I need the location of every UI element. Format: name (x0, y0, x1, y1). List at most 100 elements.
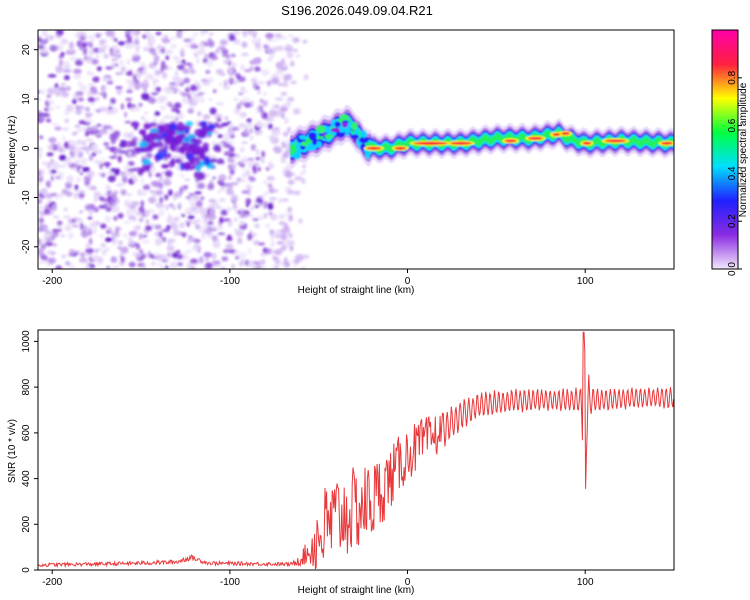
noise-blob (288, 215, 293, 222)
noise-blob (275, 69, 284, 75)
noise-blob (179, 49, 185, 55)
noise-blob (123, 111, 128, 118)
noise-blob (132, 175, 138, 182)
noise-blob (51, 122, 59, 126)
noise-blob (96, 34, 100, 38)
noise-blob (39, 115, 45, 122)
noise-blob (88, 222, 98, 228)
noise-blob (282, 131, 289, 137)
noise-blob (275, 189, 279, 193)
noise-blob (90, 143, 98, 150)
noise-blob (79, 210, 84, 214)
noise-blob (120, 188, 127, 196)
noise-blob (293, 264, 298, 268)
x-tick-label: 100 (577, 276, 594, 287)
noise-blob (188, 235, 193, 239)
noise-blob (122, 233, 128, 238)
noise-blob (175, 216, 180, 221)
noise-blob (257, 242, 266, 246)
noise-blob (255, 156, 261, 161)
noise-blob (58, 54, 64, 59)
noise-blob (184, 62, 192, 66)
noise-blob (239, 112, 247, 118)
noise-blob (139, 190, 147, 196)
noise-blob (45, 112, 50, 118)
noise-blob (113, 150, 117, 157)
noise-blob (55, 105, 61, 110)
noise-blob (151, 261, 156, 267)
x-tick-label: 100 (577, 577, 594, 588)
noise-blob (125, 78, 132, 84)
noise-blob (221, 256, 229, 262)
noise-blob (144, 30, 151, 35)
noise-blob (71, 218, 76, 223)
noise-blob (155, 172, 162, 178)
noise-blob (125, 71, 133, 76)
noise-blob (124, 30, 131, 35)
noise-blob (86, 70, 92, 76)
noise-blob (208, 32, 215, 36)
noise-blob (233, 97, 238, 102)
noise-blob (287, 206, 293, 213)
noise-blob (199, 196, 205, 201)
noise-blob (214, 260, 220, 265)
noise-blob (110, 97, 116, 105)
noise-blob (122, 176, 128, 184)
noise-blob (56, 30, 64, 36)
x-tick-label: -100 (220, 276, 240, 287)
noise-blob (251, 165, 257, 171)
noise-blob (217, 134, 223, 139)
noise-blob (245, 198, 252, 205)
noise-blob (257, 90, 261, 95)
noise-blob (45, 241, 54, 247)
noise-blob (207, 220, 214, 226)
noise-blob (93, 206, 99, 213)
noise-blob (239, 220, 245, 226)
noise-blob (85, 247, 94, 254)
noise-blob (105, 146, 111, 150)
colorbar-tick-label: 0.4 (727, 166, 738, 180)
noise-blob (63, 141, 70, 149)
noise-blob (160, 47, 165, 54)
noise-blob (266, 80, 272, 87)
noise-blob (93, 191, 102, 197)
noise-blob (150, 128, 161, 134)
noise-blob (158, 231, 163, 238)
noise-blob (54, 89, 63, 97)
noise-blob (38, 181, 42, 187)
noise-blob (154, 111, 161, 116)
noise-blob (301, 164, 307, 169)
noise-blob (268, 134, 276, 141)
noise-blob (169, 82, 176, 86)
noise-blob (191, 194, 200, 201)
noise-blob (224, 182, 231, 187)
noise-blob (103, 142, 110, 146)
signal-peak (450, 141, 472, 145)
noise-blob (92, 76, 100, 83)
noise-blob (182, 185, 189, 190)
noise-blob (248, 176, 254, 180)
noise-blob (206, 59, 214, 67)
noise-blob (145, 225, 153, 232)
noise-blob (128, 104, 136, 108)
signal-peak (552, 133, 561, 136)
noise-blob (150, 165, 156, 173)
noise-blob (126, 89, 133, 94)
noise-blob (133, 253, 143, 258)
noise-blob (55, 65, 63, 74)
noise-blob (177, 202, 182, 210)
signal-blob (345, 129, 350, 137)
noise-blob (80, 230, 89, 238)
noise-blob (38, 217, 45, 224)
noise-blob (106, 265, 110, 269)
noise-blob (161, 259, 169, 263)
noise-blob (159, 176, 164, 182)
noise-blob (270, 127, 276, 133)
noise-blob (87, 227, 92, 234)
noise-blob (93, 227, 97, 235)
noise-blob (241, 41, 248, 48)
noise-blob (102, 77, 111, 82)
noise-blob (257, 215, 266, 221)
noise-blob (200, 30, 206, 36)
noise-blob (45, 193, 53, 199)
